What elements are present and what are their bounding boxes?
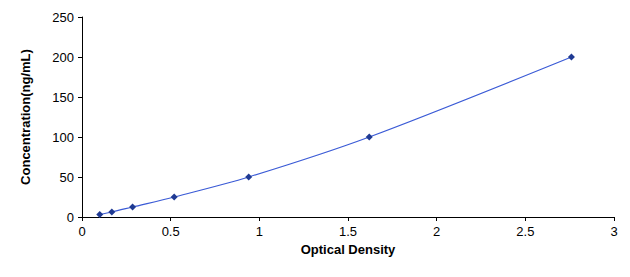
svg-text:Optical Density: Optical Density [301,242,396,257]
svg-text:250: 250 [52,10,74,25]
svg-text:Concentration(ng/mL): Concentration(ng/mL) [18,49,33,185]
svg-text:0: 0 [67,210,74,225]
svg-text:2: 2 [433,224,440,239]
svg-text:0: 0 [78,224,85,239]
svg-text:50: 50 [60,170,74,185]
svg-text:150: 150 [52,90,74,105]
svg-text:3: 3 [610,224,617,239]
svg-text:0.5: 0.5 [162,224,180,239]
svg-text:1: 1 [256,224,263,239]
svg-text:100: 100 [52,130,74,145]
svg-text:200: 200 [52,50,74,65]
svg-text:2.5: 2.5 [516,224,534,239]
svg-text:1.5: 1.5 [339,224,357,239]
